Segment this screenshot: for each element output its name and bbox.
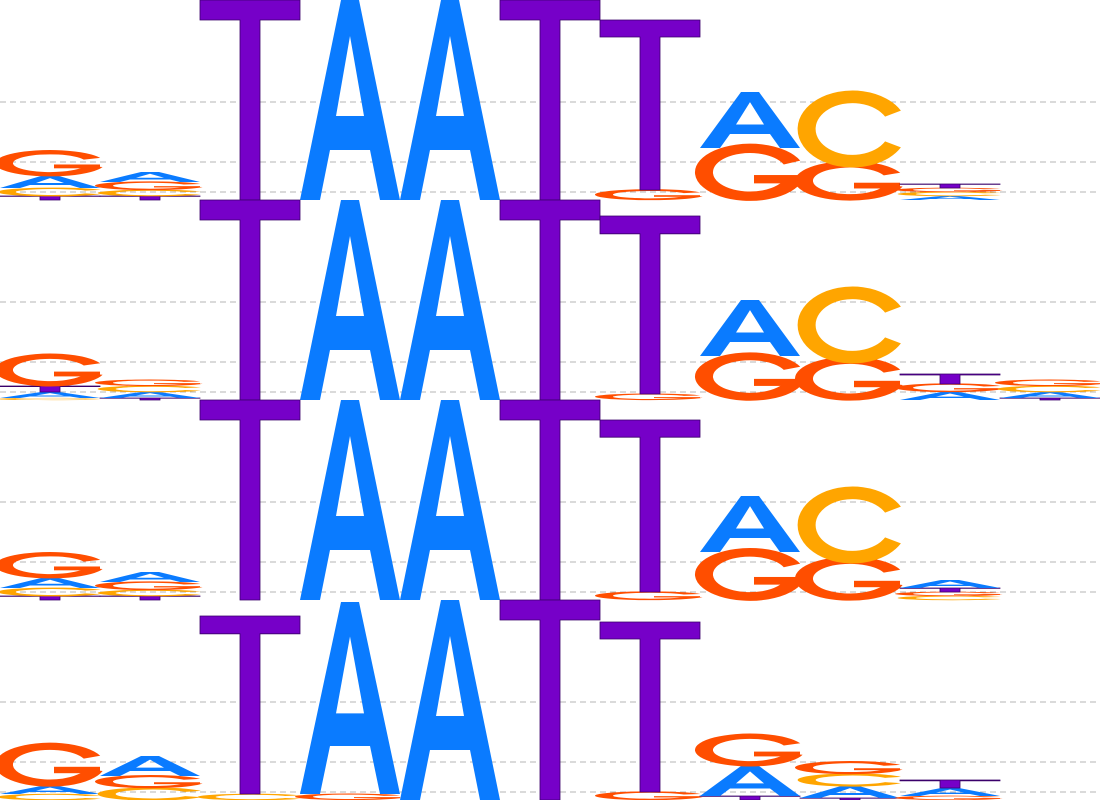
letter-T-logo4-pos3	[200, 616, 300, 794]
letter-C-logo2-pos1	[0, 397, 101, 401]
letter-A-logo2-pos8	[700, 300, 800, 356]
letter-A-logo2-pos11	[1000, 392, 1100, 398]
letter-G-logo2-pos2	[95, 379, 203, 387]
letter-C-logo1-pos9	[797, 90, 901, 168]
letter-G-logo1-pos7	[595, 189, 703, 201]
letter-G-logo1-pos10	[895, 187, 1003, 193]
letter-T-logo1-pos7	[600, 20, 700, 190]
letter-T-logo1-pos6	[500, 0, 600, 200]
letter-G-logo2-pos8	[694, 352, 803, 401]
letter-G-logo1-pos2	[95, 181, 203, 191]
letter-T-logo3-pos6	[500, 400, 600, 600]
letter-G-logo4-pos7	[595, 791, 703, 800]
letter-T-logo1-pos10	[900, 184, 1000, 188]
letter-C-logo4-pos9	[797, 773, 901, 787]
letter-T-logo3-pos2	[100, 596, 200, 600]
letter-G-logo4-pos2	[95, 775, 203, 789]
letter-G-logo1-pos8	[694, 143, 803, 201]
letter-A-logo1-pos4	[300, 0, 400, 200]
letter-C-logo1-pos10	[897, 191, 1001, 197]
letter-C-logo4-pos3	[197, 793, 301, 800]
letter-A-logo1-pos10	[900, 196, 1000, 200]
letter-A-logo3-pos4	[300, 400, 400, 600]
letter-T-logo1-pos2	[100, 196, 200, 200]
letter-T-logo2-pos7	[600, 216, 700, 394]
letter-A-logo4-pos4	[300, 602, 400, 794]
letter-T-logo1-pos3	[200, 0, 300, 200]
letter-T-logo3-pos3	[200, 400, 300, 600]
letter-T-logo2-pos1	[0, 386, 100, 392]
letter-T-logo2-pos10	[900, 374, 1000, 384]
letter-C-logo1-pos2	[97, 189, 201, 197]
letter-G-logo3-pos2	[95, 581, 203, 591]
letter-A-logo4-pos1	[0, 786, 100, 794]
letter-A-logo4-pos2	[100, 756, 200, 776]
letter-A-logo3-pos8	[700, 496, 800, 552]
letter-T-logo1-pos1	[0, 196, 100, 200]
letter-G-logo4-pos4	[295, 793, 403, 800]
letter-G-logo3-pos10	[895, 591, 1003, 597]
letter-C-logo2-pos11	[997, 385, 1100, 393]
letter-C-logo3-pos2	[97, 589, 201, 597]
letter-A-logo1-pos5	[400, 0, 500, 200]
letter-T-logo4-pos10	[900, 780, 1000, 788]
letter-C-logo4-pos2	[97, 787, 201, 800]
letter-A-logo4-pos10	[900, 788, 1000, 796]
letter-G-logo3-pos1	[0, 552, 103, 579]
letter-T-logo2-pos2	[100, 398, 200, 400]
letter-T-logo4-pos7	[600, 622, 700, 792]
letter-A-logo3-pos2	[100, 572, 200, 582]
letter-C-logo1-pos1	[0, 187, 101, 197]
letter-A-logo3-pos10	[900, 580, 1000, 588]
letter-C-logo3-pos9	[797, 486, 901, 564]
letter-C-logo3-pos1	[0, 587, 101, 597]
letter-A-logo2-pos1	[0, 392, 100, 398]
letter-A-logo2-pos4	[300, 200, 400, 400]
letter-C-logo3-pos10	[897, 595, 1001, 601]
letter-G-logo2-pos11	[995, 379, 1100, 387]
letter-T-logo4-pos8	[700, 796, 800, 800]
letter-A-logo2-pos10	[900, 392, 1000, 400]
letter-C-logo4-pos1	[0, 793, 101, 800]
letter-A-logo3-pos1	[0, 578, 100, 588]
letter-C-logo2-pos2	[97, 385, 201, 393]
letter-G-logo2-pos7	[595, 393, 703, 401]
letter-T-logo2-pos11	[1000, 398, 1100, 400]
letter-A-logo4-pos5	[400, 600, 500, 800]
letter-A-logo4-pos8	[700, 766, 800, 796]
letter-G-logo1-pos1	[0, 150, 103, 177]
letter-A-logo2-pos2	[100, 392, 200, 398]
letter-G-logo2-pos10	[895, 383, 1003, 393]
letter-A-logo2-pos5	[400, 200, 500, 400]
letter-G-logo2-pos1	[0, 353, 103, 387]
letter-T-logo3-pos7	[600, 420, 700, 592]
letter-G-logo4-pos9	[795, 761, 903, 775]
letter-G-logo3-pos7	[595, 591, 703, 601]
letter-C-logo2-pos9	[797, 286, 901, 364]
letter-T-logo3-pos10	[900, 588, 1000, 592]
letter-G-logo4-pos10	[895, 795, 1003, 800]
letter-T-logo2-pos6	[500, 200, 600, 400]
letter-T-logo4-pos6	[500, 600, 600, 800]
letter-A-logo3-pos5	[400, 400, 500, 600]
letter-A-logo1-pos2	[100, 172, 200, 182]
letter-G-logo4-pos1	[0, 742, 103, 787]
letter-G-logo4-pos8	[695, 733, 803, 767]
letter-G-logo3-pos8	[695, 548, 803, 601]
letter-T-logo2-pos3	[200, 200, 300, 400]
letter-T-logo3-pos1	[0, 596, 100, 600]
letter-A-logo1-pos1	[0, 176, 100, 188]
letter-A-logo1-pos8	[700, 92, 800, 148]
letter-A-logo4-pos9	[800, 786, 900, 798]
